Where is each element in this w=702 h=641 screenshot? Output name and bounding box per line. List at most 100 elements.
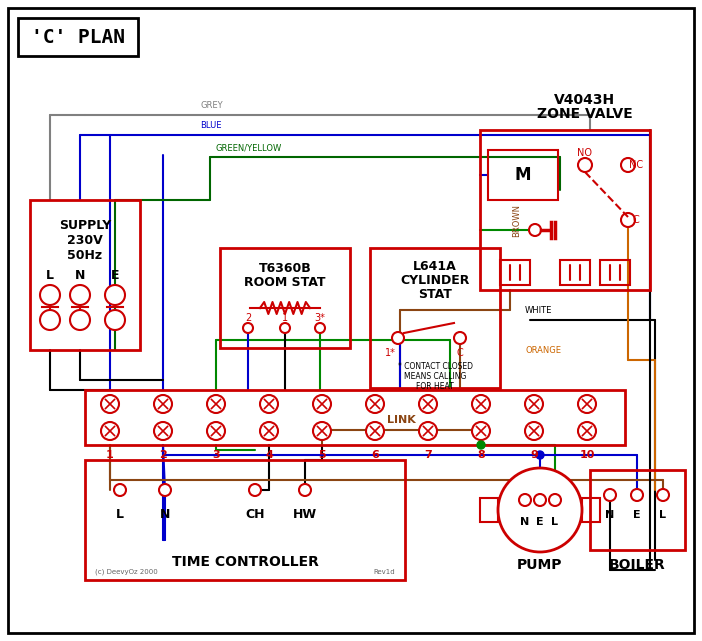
Text: SUPPLY: SUPPLY <box>59 219 111 231</box>
Circle shape <box>519 494 531 506</box>
Circle shape <box>249 484 261 496</box>
Text: 10: 10 <box>579 450 595 460</box>
Text: C: C <box>456 348 463 358</box>
Text: E: E <box>111 269 119 281</box>
Circle shape <box>498 468 582 552</box>
Text: 1: 1 <box>282 313 288 323</box>
Circle shape <box>472 422 490 440</box>
Text: 5: 5 <box>318 450 326 460</box>
Circle shape <box>40 285 60 305</box>
Circle shape <box>315 323 325 333</box>
Text: 7: 7 <box>424 450 432 460</box>
Text: LINK: LINK <box>387 415 416 425</box>
Circle shape <box>525 395 543 413</box>
Circle shape <box>154 422 172 440</box>
Circle shape <box>154 395 172 413</box>
Circle shape <box>578 422 596 440</box>
Text: * CONTACT CLOSED: * CONTACT CLOSED <box>397 362 472 370</box>
Text: NO: NO <box>578 148 592 158</box>
Text: 9: 9 <box>530 450 538 460</box>
Text: 8: 8 <box>477 450 485 460</box>
Circle shape <box>313 422 331 440</box>
Circle shape <box>657 489 669 501</box>
Text: M: M <box>515 166 531 184</box>
FancyBboxPatch shape <box>8 8 694 633</box>
Circle shape <box>419 395 437 413</box>
Circle shape <box>621 158 635 172</box>
Circle shape <box>260 422 278 440</box>
Text: CYLINDER: CYLINDER <box>400 274 470 287</box>
Text: 6: 6 <box>371 450 379 460</box>
Text: GREY: GREY <box>200 101 223 110</box>
Text: C: C <box>633 215 640 225</box>
Text: NC: NC <box>629 160 643 170</box>
Text: BROWN: BROWN <box>512 203 521 237</box>
Text: 2: 2 <box>245 313 251 323</box>
Circle shape <box>40 310 60 330</box>
Text: L: L <box>46 269 54 281</box>
Text: 3: 3 <box>212 450 220 460</box>
Text: HW: HW <box>293 508 317 522</box>
Circle shape <box>534 494 546 506</box>
Text: BOILER: BOILER <box>609 558 666 572</box>
Text: 50Hz: 50Hz <box>67 249 102 262</box>
Text: BLUE: BLUE <box>200 121 222 130</box>
Circle shape <box>105 285 125 305</box>
Text: L641A: L641A <box>413 260 457 272</box>
Circle shape <box>70 285 90 305</box>
Text: E: E <box>536 517 544 527</box>
Circle shape <box>70 310 90 330</box>
Circle shape <box>529 224 541 236</box>
Circle shape <box>366 422 384 440</box>
Circle shape <box>260 395 278 413</box>
Text: STAT: STAT <box>418 288 452 301</box>
Circle shape <box>243 323 253 333</box>
Circle shape <box>454 332 466 344</box>
Circle shape <box>159 484 171 496</box>
Text: ZONE VALVE: ZONE VALVE <box>537 107 633 121</box>
Text: 230V: 230V <box>67 233 103 247</box>
Circle shape <box>114 484 126 496</box>
Text: 4: 4 <box>265 450 273 460</box>
Text: CH: CH <box>245 508 265 522</box>
Text: MEANS CALLING: MEANS CALLING <box>404 372 466 381</box>
Text: ROOM STAT: ROOM STAT <box>244 276 326 288</box>
FancyBboxPatch shape <box>18 18 138 56</box>
Text: V4043H: V4043H <box>555 93 616 107</box>
Text: PUMP: PUMP <box>517 558 563 572</box>
Circle shape <box>621 213 635 227</box>
Circle shape <box>366 395 384 413</box>
Circle shape <box>105 310 125 330</box>
Circle shape <box>419 422 437 440</box>
Text: N: N <box>605 510 615 520</box>
Text: Rev1d: Rev1d <box>373 569 395 575</box>
Text: 'C' PLAN: 'C' PLAN <box>31 28 125 47</box>
Text: 1: 1 <box>106 450 114 460</box>
Circle shape <box>549 494 561 506</box>
Circle shape <box>299 484 311 496</box>
Text: (c) DeevyOz 2000: (c) DeevyOz 2000 <box>95 569 158 575</box>
Text: N: N <box>75 269 85 281</box>
Text: L: L <box>116 508 124 522</box>
Circle shape <box>604 489 616 501</box>
Circle shape <box>578 395 596 413</box>
Circle shape <box>472 395 490 413</box>
Text: WHITE: WHITE <box>525 306 552 315</box>
Circle shape <box>578 158 592 172</box>
Circle shape <box>525 422 543 440</box>
Circle shape <box>477 441 485 449</box>
Circle shape <box>631 489 643 501</box>
Text: ORANGE: ORANGE <box>525 346 561 355</box>
Text: N: N <box>520 517 529 527</box>
Circle shape <box>536 451 544 459</box>
Text: N: N <box>160 508 170 522</box>
Text: T6360B: T6360B <box>258 262 312 274</box>
Text: L: L <box>659 510 666 520</box>
Text: GREEN/YELLOW: GREEN/YELLOW <box>215 143 282 152</box>
Text: E: E <box>633 510 641 520</box>
Circle shape <box>280 323 290 333</box>
Circle shape <box>207 395 225 413</box>
Text: L: L <box>552 517 559 527</box>
Text: 1*: 1* <box>385 348 395 358</box>
Circle shape <box>101 395 119 413</box>
